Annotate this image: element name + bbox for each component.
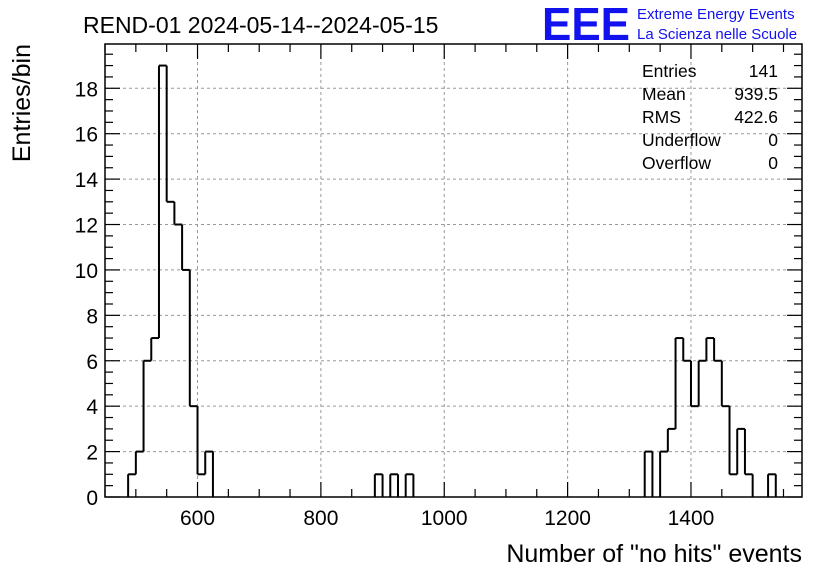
y-tick-label: 6 <box>86 351 98 374</box>
y-tick-label: 14 <box>75 169 99 192</box>
x-tick-label: 600 <box>180 507 215 530</box>
stats-label: Mean <box>642 84 686 104</box>
x-tick-label: 1000 <box>421 507 468 530</box>
stats-label: Underflow <box>642 130 721 150</box>
stats-label: RMS <box>642 107 681 127</box>
logo-line-1: Extreme Energy Events <box>637 6 795 23</box>
stats-value: 422.6 <box>734 107 778 127</box>
y-tick-label: 18 <box>75 78 98 101</box>
stats-box: Entries 141 Mean 939.5 RMS 422.6 Underflow 0 Ove… <box>642 61 778 173</box>
x-tick-label: 800 <box>303 507 338 530</box>
y-tick-label: 12 <box>75 215 98 238</box>
plot-frame <box>104 43 803 498</box>
x-tick-label: 1400 <box>668 507 715 530</box>
stats-value: 141 <box>749 61 778 81</box>
y-tick-label: 10 <box>75 260 98 283</box>
stats-label: Overflow <box>642 153 711 173</box>
grid-lines <box>105 44 802 497</box>
y-tick-label: 2 <box>86 442 98 465</box>
stats-value: 939.5 <box>734 84 778 104</box>
stats-value: 0 <box>768 153 778 173</box>
logo-eee-text: EEE <box>542 0 630 50</box>
x-tick-label: 1200 <box>544 507 591 530</box>
chart-title: REND-01 2024-05-14--2024-05-15 <box>83 12 438 38</box>
stats-label: Entries <box>642 61 697 81</box>
y-tick-label: 16 <box>75 124 98 147</box>
y-tick-label: 4 <box>86 396 98 419</box>
y-axis-title: Entries/bin <box>8 44 36 162</box>
logo-line-2: La Scienza nelle Scuole <box>637 26 797 43</box>
y-tick-label: 8 <box>86 305 98 328</box>
axis-ticks <box>104 44 802 498</box>
x-axis-title: Number of "no hits" events <box>506 540 802 568</box>
tick-labels: 600 800 1000 1200 1400 0 2 4 6 8 10 12 14 16 18 <box>75 78 715 530</box>
stats-value: 0 <box>768 130 778 150</box>
y-tick-label: 0 <box>86 487 98 510</box>
eee-logo: EEE Extreme Energy Events La Scienza nel… <box>542 0 797 50</box>
